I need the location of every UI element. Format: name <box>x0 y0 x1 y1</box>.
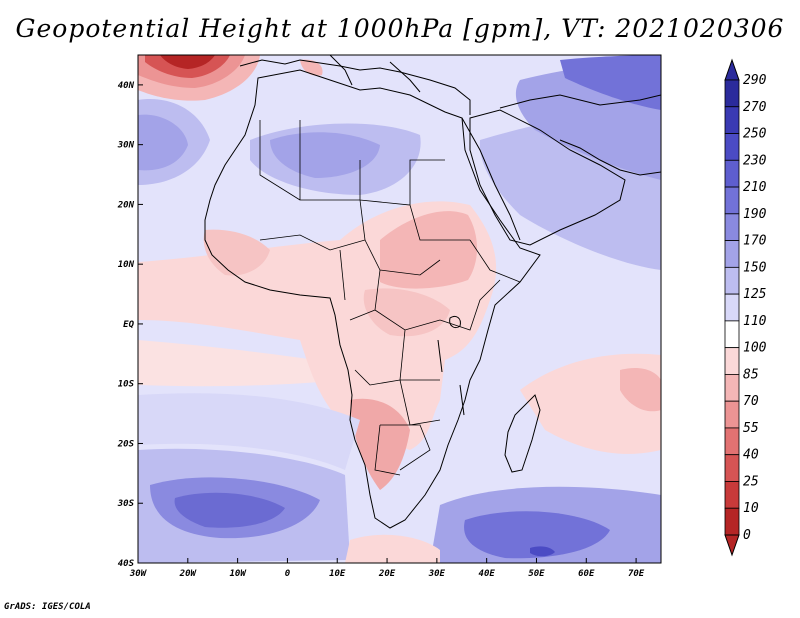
contour-mascarene-core <box>464 511 610 559</box>
lon-tick-label: 70E <box>628 569 645 579</box>
persian-gulf-coastline <box>559 139 661 176</box>
colorbar-label: 40 <box>743 448 759 463</box>
colorbar-label: 250 <box>743 127 767 142</box>
colorbar-swatch <box>724 186 740 215</box>
contour-field <box>138 55 661 563</box>
colorbar-label: 290 <box>743 73 767 88</box>
lon-tick-label: 60E <box>578 569 595 579</box>
colorbar-swatch <box>724 320 740 349</box>
contour-indian-low-core <box>620 368 661 412</box>
colorbar-swatch <box>724 213 740 241</box>
map-title: Geopotential Height at 1000hPa [gpm], VT… <box>15 14 785 43</box>
colorbar-label: 85 <box>743 367 759 382</box>
contour-atlantic-weak-low <box>138 340 345 387</box>
lat-tick-label: 20N <box>117 200 135 210</box>
colorbar-label: 190 <box>743 207 767 222</box>
lat-tick-label: EQ <box>123 320 134 330</box>
red-sea-coastline <box>461 117 521 241</box>
lat-tick-label: 10N <box>118 260 135 270</box>
coastlines <box>204 55 661 529</box>
colorbar-label: 150 <box>743 260 767 275</box>
contour-congo-low <box>363 288 450 337</box>
lon-tick-label: 10E <box>329 569 346 579</box>
lat-tick-label: 30N <box>117 141 135 151</box>
contour-kalahari-low <box>350 398 410 490</box>
colorbar-label: 10 <box>743 501 759 516</box>
lat-tick-label: 40S <box>118 559 135 569</box>
lat-tick-label: 10S <box>118 380 135 390</box>
colorbar-swatch <box>724 481 740 509</box>
colorbar-swatch <box>724 347 740 375</box>
longitude-axis: 30W 20W 10W 0 10E 20E 30E 40E 50E 60E 70E <box>129 558 645 579</box>
colorbar: 2902702502302101901701501251101008570554… <box>724 58 767 557</box>
colorbar-swatch <box>724 266 740 295</box>
colorbar-swatch <box>724 454 740 482</box>
colorbar-label: 270 <box>743 100 767 115</box>
lon-tick-label: 30E <box>428 569 446 579</box>
contour-westafrica-low <box>203 229 270 276</box>
colorbar-swatch <box>724 293 740 322</box>
colorbar-label: 70 <box>743 394 759 409</box>
colorbar-label: 125 <box>743 287 767 302</box>
africa-coastline <box>204 69 541 529</box>
colorbar-label: 110 <box>743 314 767 329</box>
colorbar-top-arrow <box>724 58 740 81</box>
contour-sudan-low <box>380 211 477 289</box>
colorbar-swatch <box>724 106 740 134</box>
lat-tick-label: 40N <box>118 81 135 91</box>
lon-tick-label: 10W <box>229 569 247 579</box>
lon-tick-label: 20E <box>378 569 396 579</box>
arabia-coastline <box>469 109 626 246</box>
latitude-axis: 40N 30N 20N 10N EQ 10S 20S 30S 40S <box>117 81 143 569</box>
contour-mascarene-peak <box>530 546 555 557</box>
colorbar-swatch <box>724 159 740 188</box>
asia-coastline <box>499 94 661 109</box>
colorbar-swatch <box>724 400 740 429</box>
colorbar-swatch <box>724 240 740 268</box>
country-borders <box>259 120 521 476</box>
colorbar-label: 230 <box>743 153 767 168</box>
lon-tick-label: 50E <box>528 569 545 579</box>
lake-malawi <box>459 384 465 416</box>
grads-credit: GrADS: IGES/COLA <box>4 602 91 612</box>
contour-med-low <box>300 59 323 76</box>
madagascar-coastline <box>504 394 541 473</box>
lake-victoria <box>449 315 461 329</box>
lon-tick-label: 30W <box>129 569 148 579</box>
colorbar-swatch <box>724 79 740 108</box>
colorbar-label: 25 <box>743 474 759 489</box>
contour-sahara-core <box>270 132 380 178</box>
colorbar-label: 100 <box>743 341 767 356</box>
colorbar-swatch <box>724 507 740 536</box>
lat-tick-label: 30S <box>117 499 135 509</box>
contour-iran-core <box>560 55 661 110</box>
colorbar-label: 55 <box>743 421 759 436</box>
colorbar-label: 0 <box>743 528 751 543</box>
contour-st-helena-core <box>174 492 285 528</box>
colorbar-bottom-arrow <box>724 534 740 557</box>
europe-coastline <box>239 59 471 115</box>
contour-cape-weak-low <box>345 534 440 563</box>
europe-coastline-2 <box>329 55 421 93</box>
contour-azores-core <box>138 114 188 171</box>
lon-tick-label: 20W <box>179 569 198 579</box>
lake-tanganyika <box>437 339 443 373</box>
map-frame <box>137 54 662 564</box>
colorbar-label: 170 <box>743 234 767 249</box>
lon-tick-label: 0 <box>285 569 291 579</box>
colorbar-swatch <box>724 374 740 402</box>
contour-nw-low-core <box>160 55 215 69</box>
contour-south-atlantic-band <box>138 393 360 470</box>
colorbar-swatch <box>724 133 740 161</box>
colorbar-label: 210 <box>743 180 767 195</box>
colorbar-swatch <box>724 427 740 456</box>
lon-tick-label: 40E <box>479 569 496 579</box>
lat-tick-label: 20S <box>117 439 135 449</box>
